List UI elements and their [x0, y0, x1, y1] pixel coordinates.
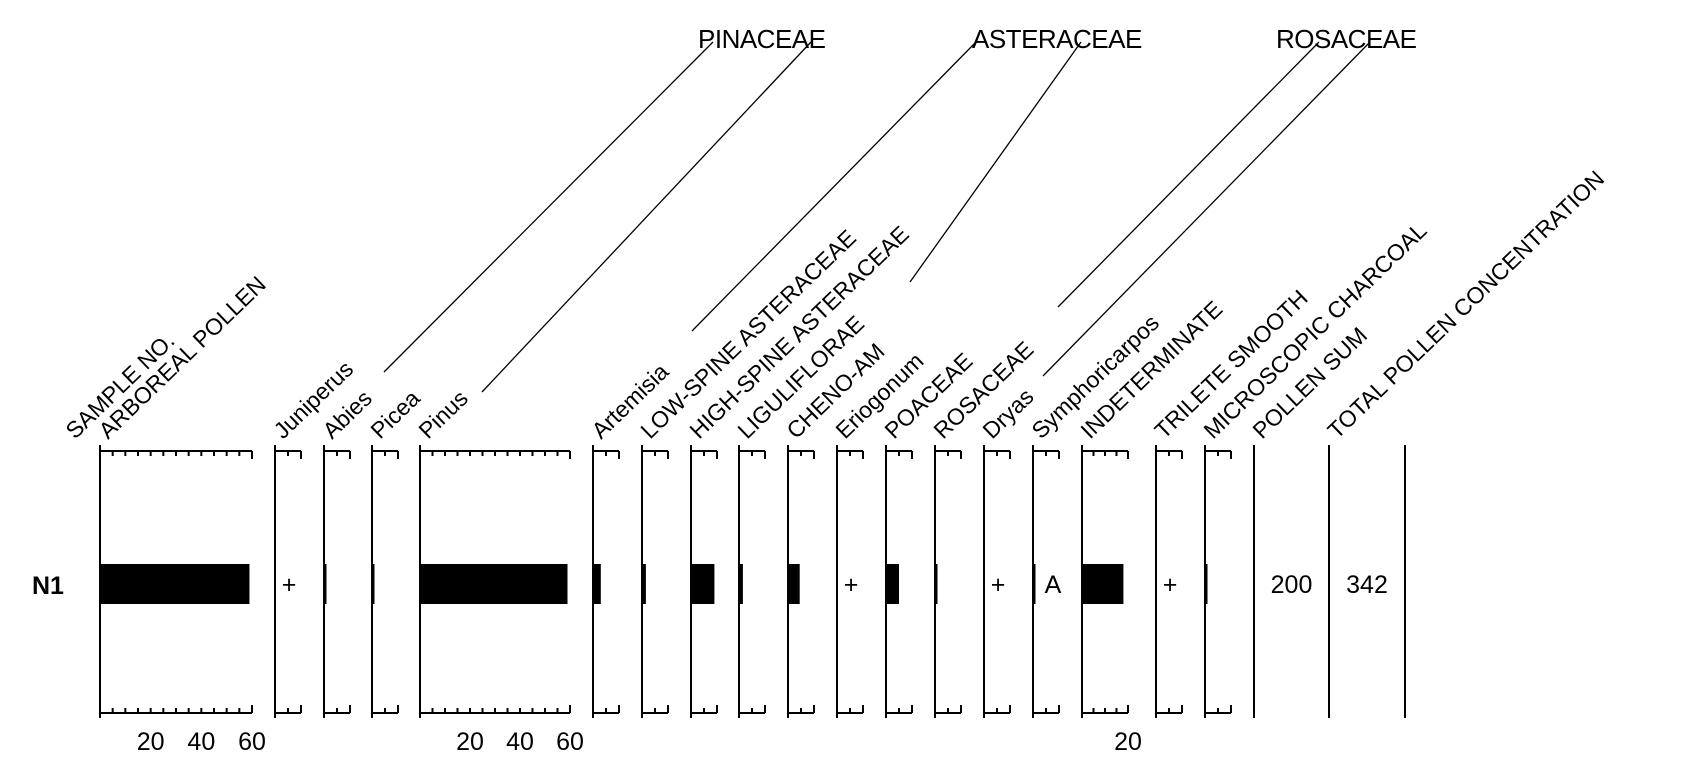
column-pollen-sum: 200: [1253, 445, 1313, 718]
family-label-pinaceae: PINACEAE: [698, 24, 826, 54]
bar-indeterminate: [1082, 564, 1124, 604]
bar-high-spine-asteraceae: [691, 564, 715, 604]
header-microscopic-charcoal: MICROSCOPIC CHARCOAL: [1198, 217, 1431, 444]
panel-artemisia: [592, 445, 620, 718]
panel-arboreal-pollen: 20 40 60: [99, 445, 266, 756]
marker-a: A: [1045, 571, 1062, 599]
bar-microscopic-charcoal: [1205, 564, 1208, 604]
sample-label-n1: N1: [32, 572, 64, 600]
panel-microscopic-charcoal: [1204, 445, 1232, 718]
bar-rosaceae: [935, 564, 938, 604]
bar-abies: [324, 564, 327, 604]
tick-label: 40: [187, 728, 215, 756]
column-total-pollen-concentration: 342: [1328, 445, 1388, 718]
panel-poaceae: [885, 445, 913, 718]
panel-low-spine-asteraceae: [641, 445, 669, 718]
header-picea: Picea: [365, 385, 425, 444]
connector-pinaceae-abies: [383, 41, 714, 373]
family-connectors: [383, 41, 1371, 393]
header-arboreal-pollen: ARBOREAL POLLEN: [93, 271, 270, 444]
bar-pinus: [420, 564, 568, 604]
bar-low-spine-asteraceae: [642, 564, 646, 604]
bar-cheno-am: [788, 564, 800, 604]
tick-label: 60: [556, 728, 584, 756]
marker-plus: +: [991, 571, 1006, 599]
header-pinus: Pinus: [413, 385, 472, 444]
tick-label: 20: [1114, 728, 1142, 756]
column-headers: SAMPLE NO.ARBOREAL POLLENJuniperusAbiesP…: [60, 165, 1609, 443]
connector-asteraceae-artemisia: [691, 41, 977, 332]
connector-pinaceae-pinus: [481, 41, 812, 393]
panel-pinus: 20 40 60: [419, 445, 584, 756]
family-label-asteraceae: ASTERACEAE: [972, 24, 1142, 54]
marker-plus: +: [844, 571, 859, 599]
family-label-rosaceae: ROSACEAE: [1276, 24, 1417, 54]
panel-picea: [371, 445, 399, 718]
panel-abies: [323, 445, 351, 718]
tick-label: 60: [238, 728, 266, 756]
bar-picea: [372, 564, 375, 604]
bar-artemisia: [593, 564, 601, 604]
panel-cheno-am: [787, 445, 815, 718]
panels: 20 40 60 +20 40 60 + + A 20 + 200 342: [99, 445, 1406, 756]
bar-liguliflorae: [739, 564, 743, 604]
connector-asteraceae-liguliflorae: [909, 41, 1082, 283]
panel-rosaceae: [934, 445, 962, 718]
family-labels: PINACEAE ASTERACEAE ROSACEAE: [698, 24, 1417, 54]
panel-high-spine-asteraceae: [690, 445, 718, 718]
panel-juniperus: +: [274, 445, 302, 718]
tick-label: 40: [506, 728, 534, 756]
panel-dryas: +: [983, 445, 1011, 718]
panel-symphoricarpos: A: [1032, 445, 1062, 718]
panel-trilete-smooth: +: [1155, 445, 1183, 718]
panel-indeterminate: 20: [1081, 445, 1142, 756]
bar-symphoricarpos: [1033, 564, 1036, 604]
marker-plus: +: [282, 571, 297, 599]
connector-rosaceae-rosaceae: [1057, 41, 1320, 308]
value-total-pollen-concentration: 342: [1346, 571, 1388, 599]
marker-plus: +: [1163, 571, 1178, 599]
header-total-pollen-concentration: TOTAL POLLEN CONCENTRATION: [1322, 165, 1609, 443]
value-pollen-sum: 200: [1271, 571, 1313, 599]
tick-label: 20: [137, 728, 165, 756]
panel-eriogonum: +: [836, 445, 864, 718]
tick-label: 20: [456, 728, 484, 756]
bar-arboreal-pollen: [100, 564, 250, 604]
connector-rosaceae-dryas: [1042, 41, 1371, 377]
bar-poaceae: [886, 564, 899, 604]
panel-liguliflorae: [738, 445, 766, 718]
